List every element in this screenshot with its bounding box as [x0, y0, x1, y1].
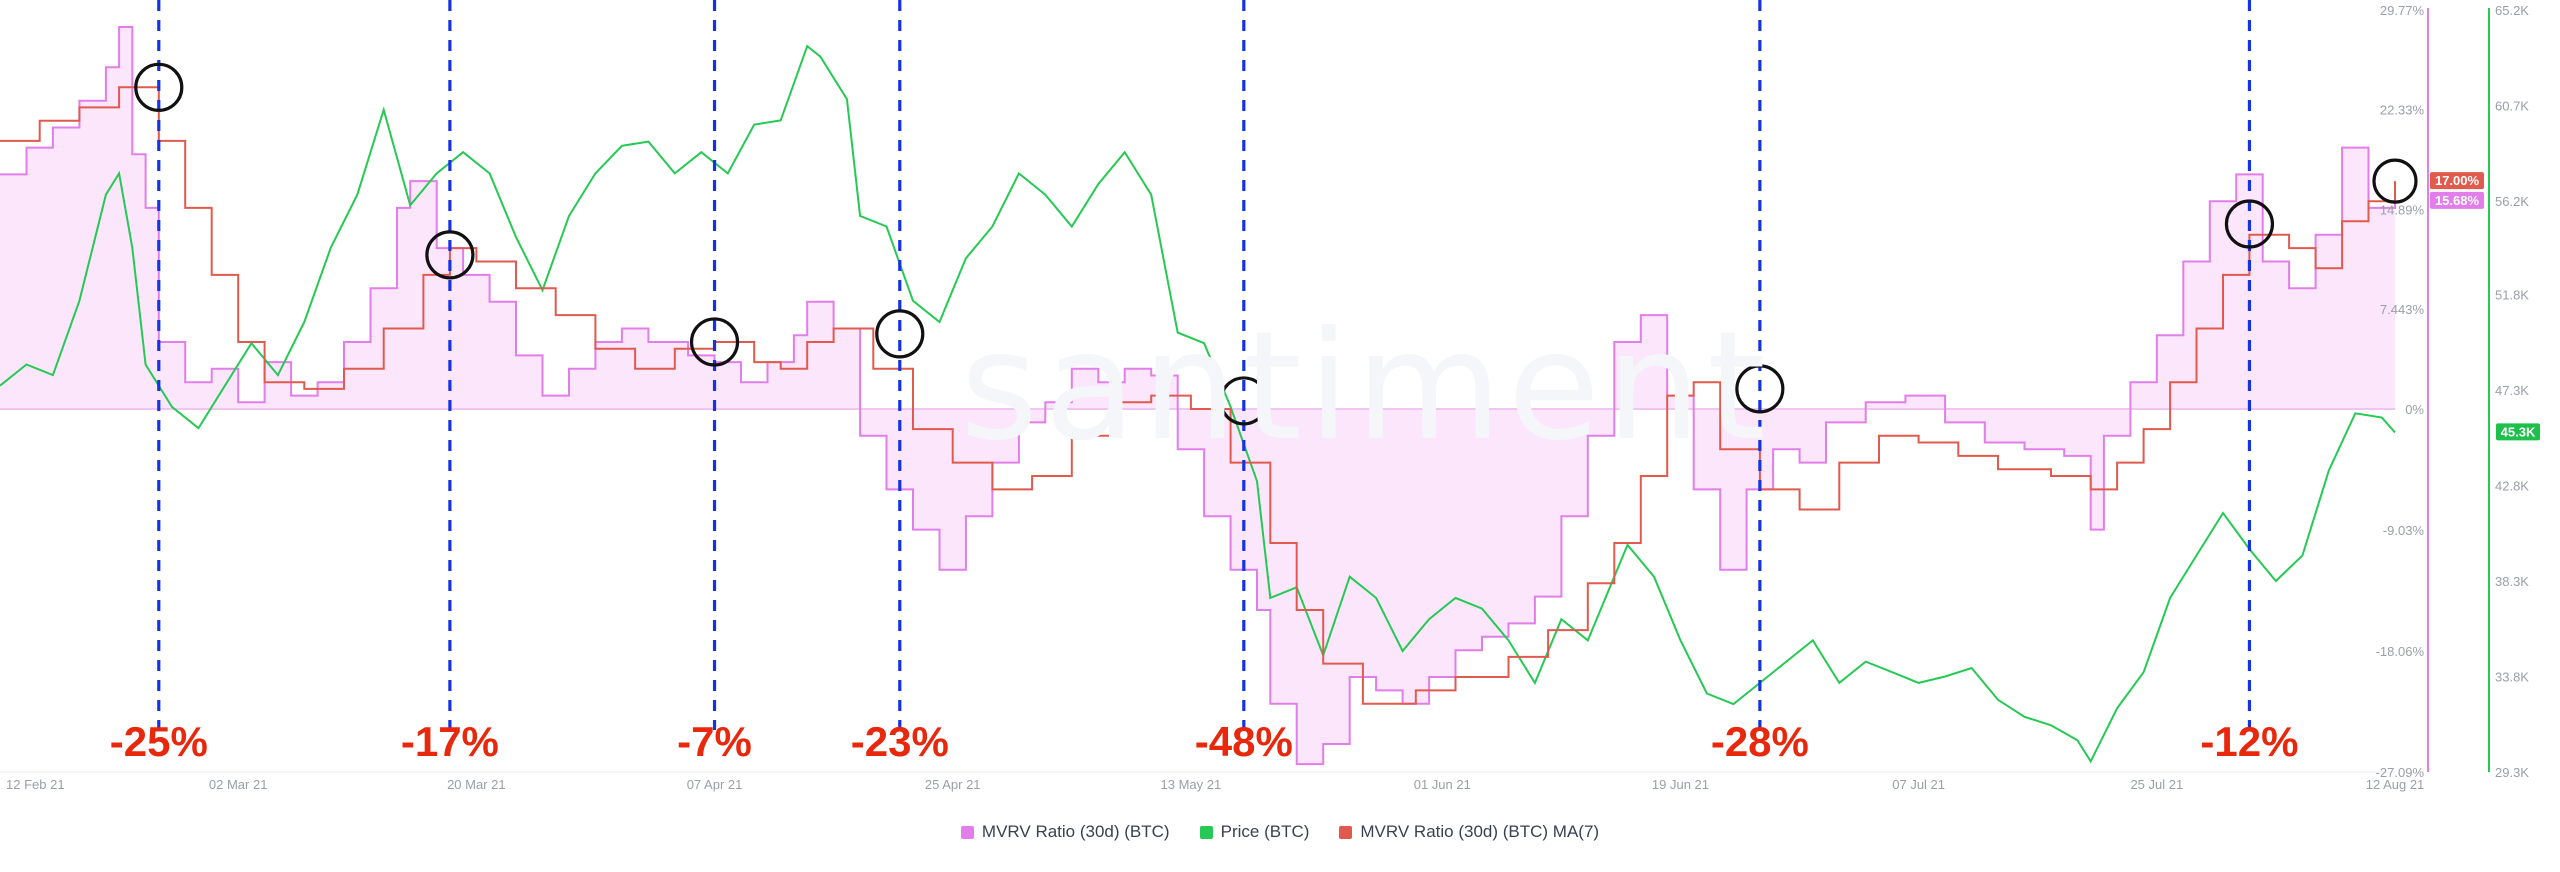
- mvrv-series-line: [0, 26, 2396, 766]
- y-left-tick-label: 7.443%: [2380, 302, 2425, 317]
- y-left-tick-label: -27.09%: [2376, 765, 2425, 780]
- y-right-tick-label: 51.8K: [2495, 287, 2529, 302]
- current-ma-badge: 17.00%: [2435, 173, 2480, 188]
- marker-circle-0: [134, 62, 184, 112]
- legend-item-ma[interactable]: MVRV Ratio (30d) (BTC) MA(7): [1339, 822, 1599, 842]
- y-right-tick-label: 42.8K: [2495, 478, 2529, 493]
- mvrv-area-fill: [0, 27, 2395, 765]
- x-tick-label: 19 Jun 21: [1652, 777, 1709, 792]
- end-circle: [2372, 158, 2418, 204]
- y-left-tick-label: 14.89%: [2380, 202, 2425, 217]
- current-price-badge: 45.3K: [2501, 424, 2536, 439]
- legend-swatch-mvrv: [960, 825, 974, 839]
- x-tick-label: 02 Mar 21: [209, 777, 268, 792]
- y-left-tick-label: 22.33%: [2380, 103, 2425, 118]
- y-right-tick-label: 65.2K: [2495, 3, 2529, 18]
- legend-label-ma: MVRV Ratio (30d) (BTC) MA(7): [1360, 822, 1600, 841]
- x-tick-label: 07 Jul 21: [1892, 777, 1945, 792]
- marker-circle-1: [425, 230, 475, 280]
- x-tick-label: 20 Mar 21: [447, 777, 506, 792]
- current-price-badge-bg: [2496, 423, 2540, 441]
- marker-circle-3: [875, 309, 925, 359]
- x-tick-label: 13 May 21: [1161, 777, 1222, 792]
- legend-swatch-price: [1199, 825, 1213, 839]
- x-tick-label: 01 Jun 21: [1414, 777, 1471, 792]
- y-right-tick-label: 33.8K: [2495, 669, 2529, 684]
- x-tick-label: 12 Aug 21: [2366, 777, 2425, 792]
- y-right-tick-label: 47.3K: [2495, 383, 2529, 398]
- drop-label-5: -28%: [1711, 718, 1809, 765]
- y-left-tick-label: 0%: [2405, 402, 2424, 417]
- x-tick-label: 25 Jul 21: [2130, 777, 2183, 792]
- ma-series-line: [0, 86, 2396, 705]
- current-ma-badge-bg: [2430, 172, 2484, 190]
- drop-label-4: -48%: [1195, 718, 1293, 765]
- y-left-tick-label: -18.06%: [2376, 644, 2425, 659]
- legend-item-mvrv[interactable]: MVRV Ratio (30d) (BTC): [960, 822, 1170, 842]
- drop-label-3: -23%: [851, 718, 949, 765]
- marker-circle-5: [1735, 364, 1785, 414]
- drop-label-0: -25%: [110, 718, 208, 765]
- y-left-tick-label: 29.77%: [2380, 3, 2425, 18]
- drop-label-1: -17%: [401, 718, 499, 765]
- current-mvrv-badge-bg: [2430, 191, 2484, 209]
- watermark: santiment: [960, 300, 1772, 474]
- y-right-tick-label: 60.7K: [2495, 99, 2529, 114]
- marker-circle-2: [689, 317, 740, 367]
- drop-label-6: -12%: [2200, 718, 2298, 765]
- legend-swatch-ma: [1339, 825, 1353, 839]
- legend-item-price[interactable]: Price (BTC): [1199, 822, 1310, 842]
- marker-circle-4: [1219, 376, 1269, 426]
- y-right-tick-label: 38.3K: [2495, 574, 2529, 589]
- marker-circle-6: [2224, 199, 2275, 249]
- legend-label-mvrv: MVRV Ratio (30d) (BTC): [981, 822, 1170, 841]
- legend-label-price: Price (BTC): [1220, 822, 1310, 841]
- x-tick-label: 12 Feb 21: [6, 777, 65, 792]
- current-mvrv-badge: 15.68%: [2435, 193, 2480, 208]
- x-tick-label: 07 Apr 21: [687, 777, 743, 792]
- legend: MVRV Ratio (30d) (BTC) Price (BTC) MVRV …: [0, 812, 2560, 852]
- x-tick-label: 25 Apr 21: [925, 777, 981, 792]
- y-left-tick-label: -9.03%: [2383, 523, 2425, 538]
- y-right-tick-label: 56.2K: [2495, 194, 2529, 209]
- price-series-line: [0, 44, 2396, 764]
- drop-label-2: -7%: [677, 718, 752, 765]
- y-right-tick-label: 29.3K: [2495, 765, 2529, 780]
